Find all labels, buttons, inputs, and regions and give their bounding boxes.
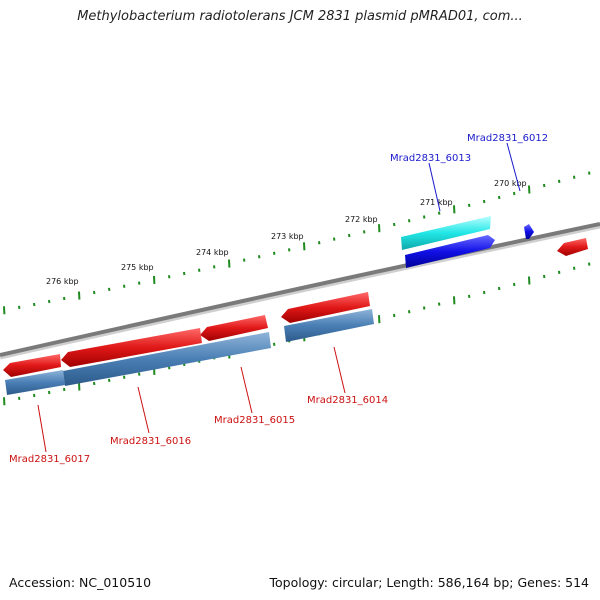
gene-count: 514: [565, 575, 589, 590]
scale-label-273: 273 kbp: [271, 232, 304, 241]
topology-text: Topology: circular; Length: 586,164 bp; …: [269, 575, 589, 590]
leader-line-6017: [37, 404, 47, 453]
gene-6012-gene-arrow[interactable]: [524, 224, 534, 239]
genes-prefix: ; Genes:: [509, 575, 566, 590]
leader-line-6013: [428, 162, 441, 212]
scale-label-275: 275 kbp: [121, 263, 154, 272]
accession-text: Accession: NC_010510: [9, 575, 152, 590]
gene-label-6014[interactable]: Mrad2831_6014: [307, 395, 388, 406]
scale-label-270: 270 kbp: [494, 179, 527, 188]
gene-label-6015[interactable]: Mrad2831_6015: [214, 415, 295, 426]
topology-prefix: Topology: circular; Length:: [269, 575, 438, 590]
gene-6015-6016-cds-bar[interactable]: [63, 332, 271, 386]
gene-6013-gene-arrow[interactable]: [405, 235, 495, 268]
tick-row-upper: [3, 171, 591, 315]
gene-label-6017[interactable]: Mrad2831_6017: [9, 454, 90, 465]
map-title: Methylobacterium radiotolerans JCM 2831 …: [77, 9, 523, 24]
leader-line-6015: [240, 366, 253, 414]
scale-label-274: 274 kbp: [196, 248, 229, 257]
leader-line-6012: [506, 142, 521, 192]
gene-6013-cds-bar[interactable]: [401, 216, 491, 250]
gene-6014-cds-bar[interactable]: [284, 309, 374, 342]
gene-label-6013[interactable]: Mrad2831_6013: [390, 153, 471, 164]
gene-6017-cds-bar[interactable]: [5, 370, 65, 395]
gene-6017-gene-arrow[interactable]: [3, 354, 61, 377]
scale-label-276: 276 kbp: [46, 277, 79, 286]
scale-label-272: 272 kbp: [345, 215, 378, 224]
gene-6016-gene-arrow[interactable]: [61, 328, 202, 367]
gene-label-6016[interactable]: Mrad2831_6016: [110, 436, 191, 447]
sequence-length: 586,164 bp: [437, 575, 510, 590]
backbone: [0, 222, 600, 357]
gene-reverse-arrow-right[interactable]: [557, 238, 588, 256]
scale-label-271: 271 kbp: [420, 198, 453, 207]
leader-line-6016: [137, 386, 150, 434]
leader-line-6014: [333, 346, 346, 394]
gene-6014-gene-arrow[interactable]: [281, 292, 370, 323]
gene-label-6012[interactable]: Mrad2831_6012: [467, 133, 548, 144]
gene-6015-gene-arrow[interactable]: [200, 315, 268, 341]
